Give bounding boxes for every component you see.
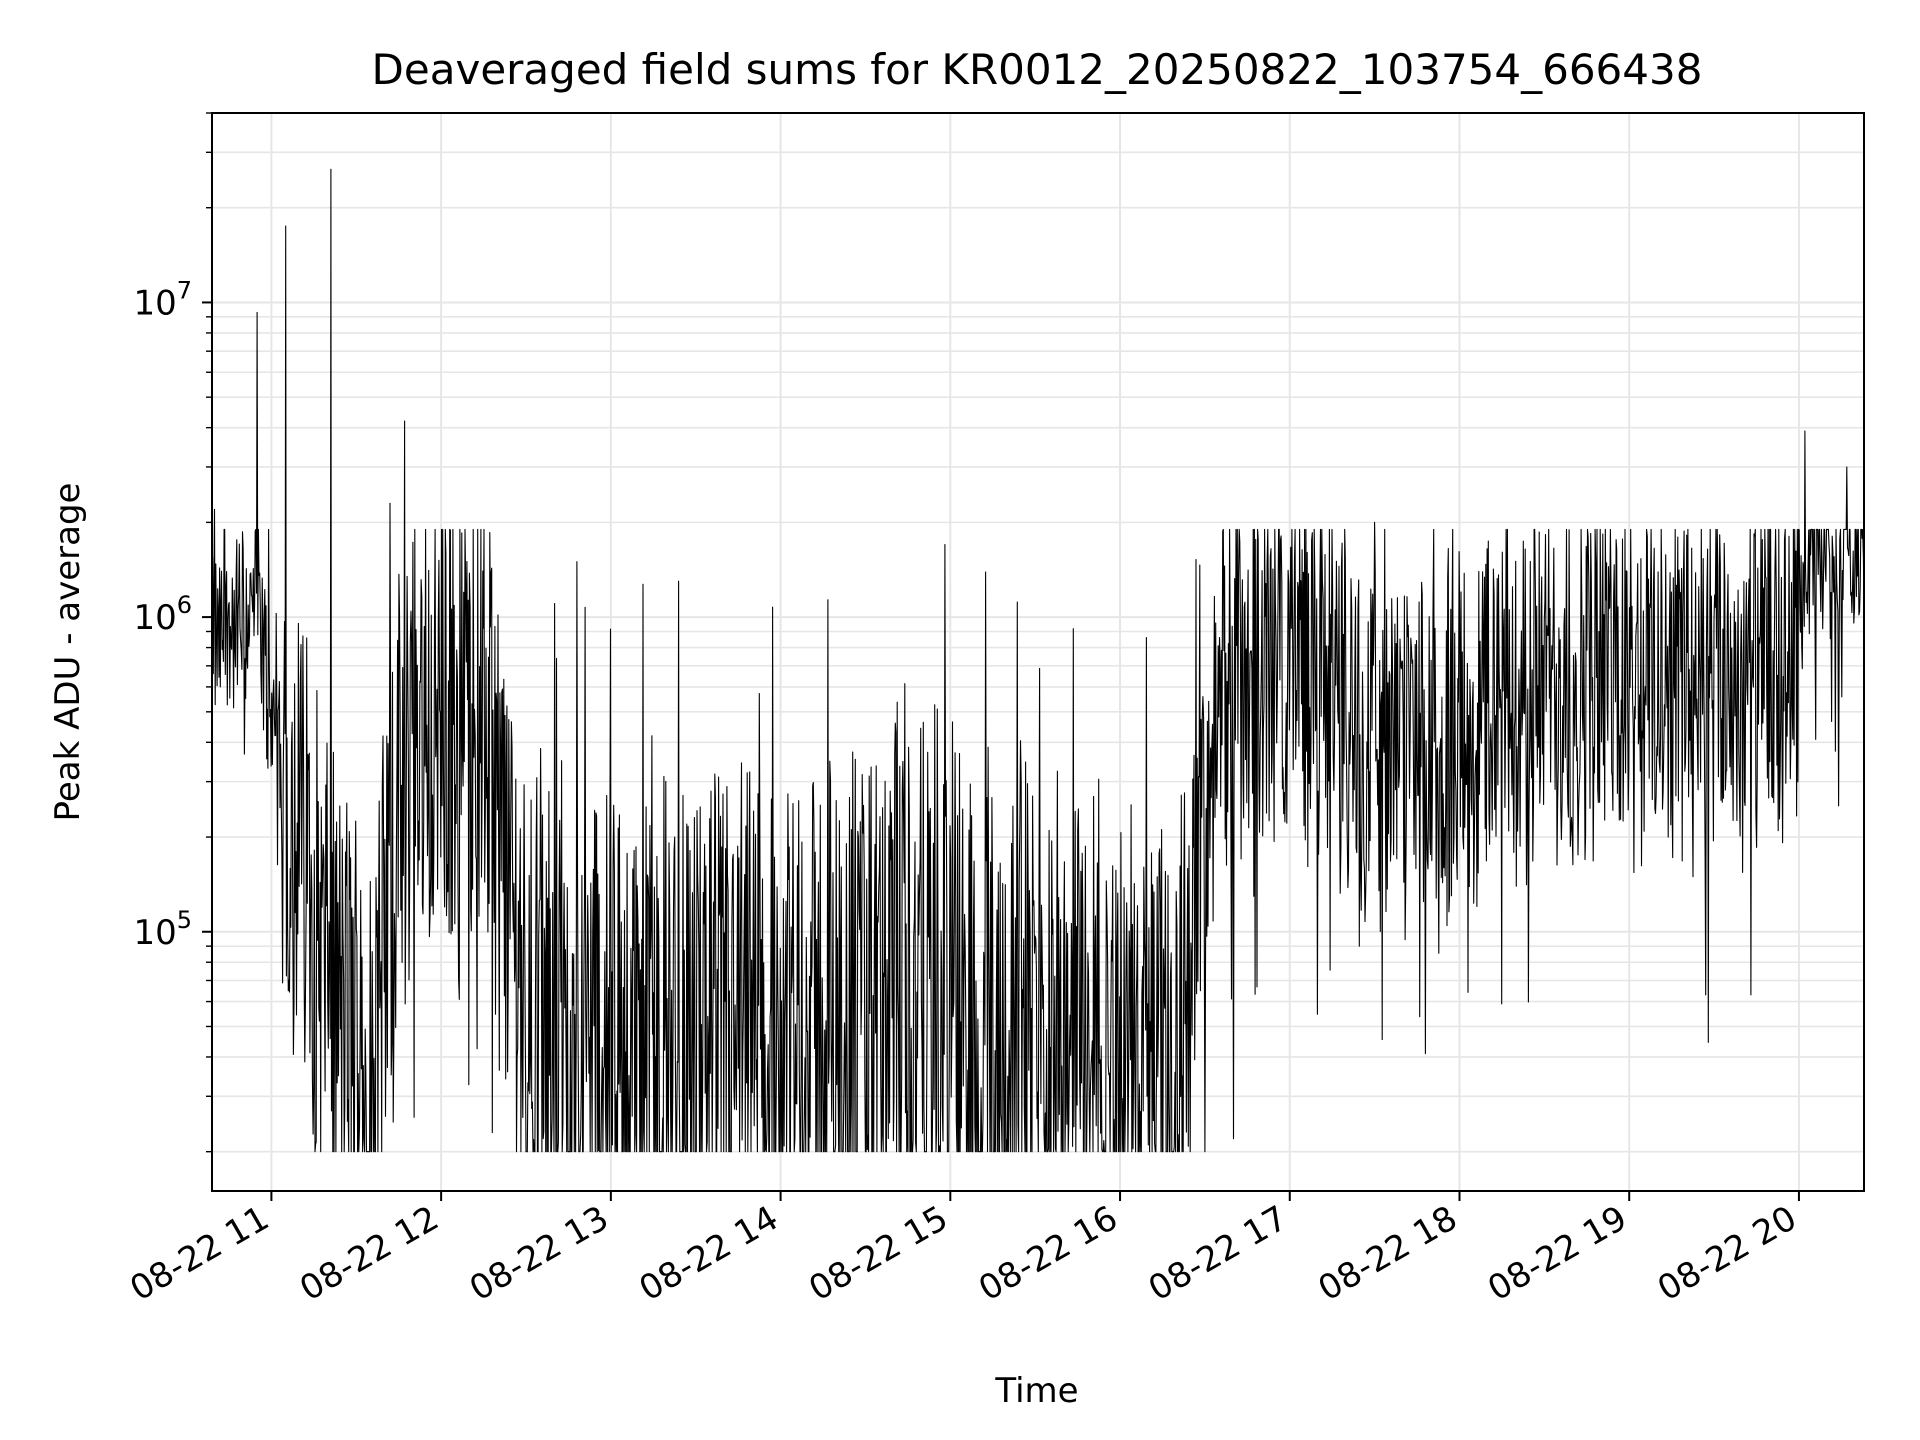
y-tick-label-base: 10 xyxy=(133,283,176,323)
y-tick-label: 107 xyxy=(133,276,192,323)
y-tick-label: 105 xyxy=(133,906,192,953)
y-tick-label-exponent: 7 xyxy=(177,276,192,304)
y-tick-label-exponent: 6 xyxy=(177,591,192,619)
y-tick-label-base: 10 xyxy=(133,913,176,953)
x-axis-label: Time xyxy=(994,1371,1078,1411)
data-line-layer xyxy=(211,168,1865,1153)
plot-area-frame xyxy=(211,112,1865,1192)
grid-layer xyxy=(212,112,1864,1191)
y-axis-label: Peak ADU - average xyxy=(48,483,88,822)
series-line xyxy=(211,168,1865,1153)
chart-title: Deaveraged field sums for KR0012_2025082… xyxy=(372,45,1703,94)
y-tick-label-exponent: 5 xyxy=(177,906,192,934)
y-tick-label-base: 10 xyxy=(133,598,176,638)
y-tick-label: 106 xyxy=(133,591,192,638)
